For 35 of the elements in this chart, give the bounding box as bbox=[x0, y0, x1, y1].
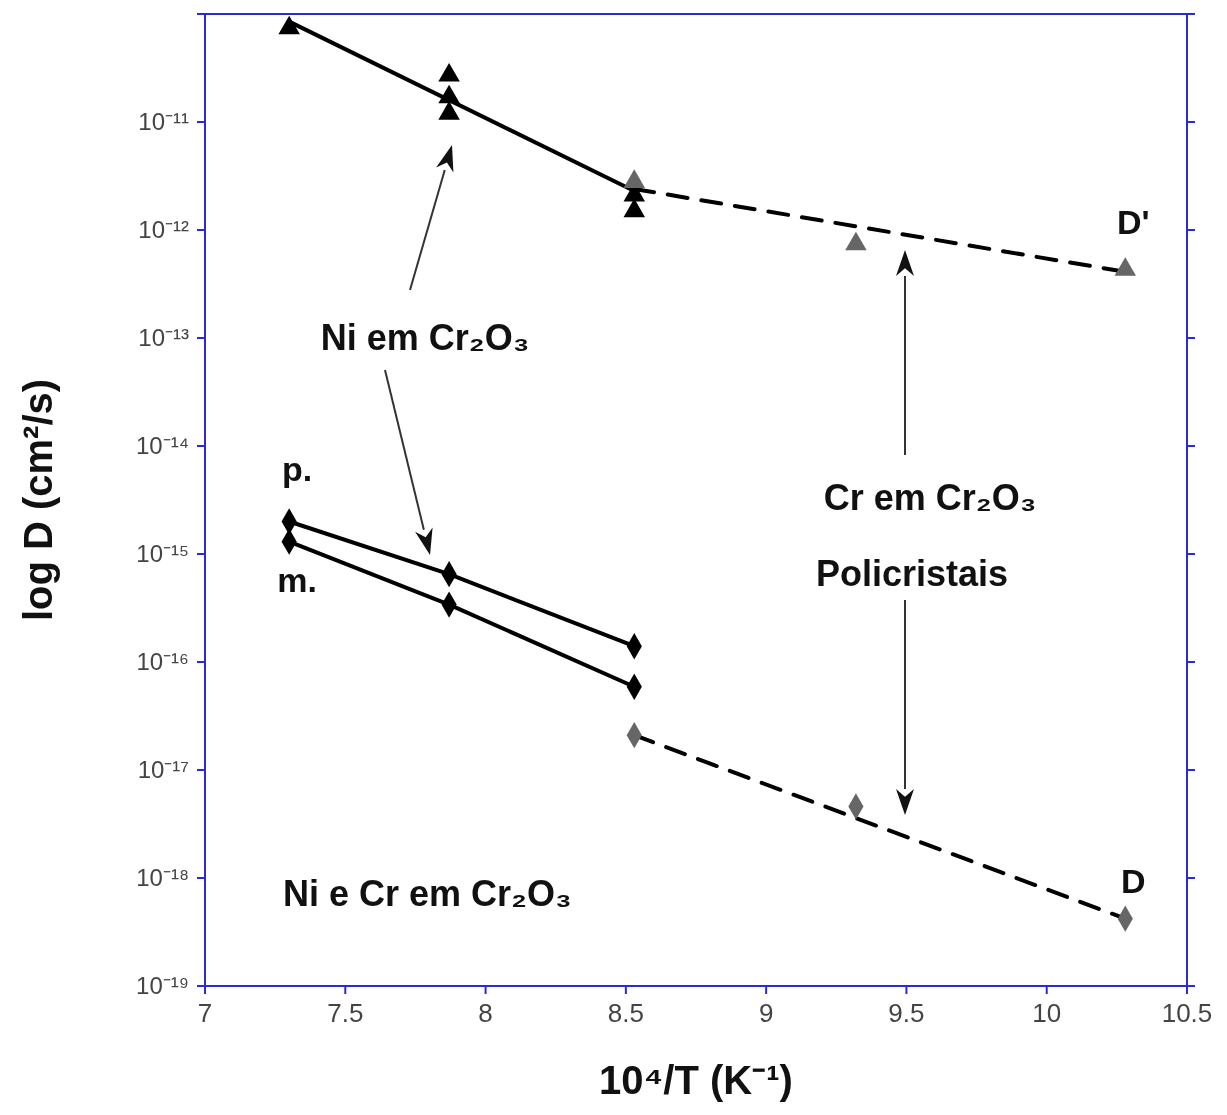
x-tick-label: 8.5 bbox=[607, 998, 644, 1028]
y-tick-label: 10⁻¹² bbox=[138, 216, 189, 243]
x-axis-title: 10⁴/T (K⁻¹) bbox=[599, 1058, 793, 1102]
series-label: m. bbox=[277, 560, 318, 599]
x-tick-label: 9 bbox=[758, 998, 774, 1028]
point bbox=[623, 169, 646, 188]
y-tick-label: 10⁻¹³ bbox=[138, 324, 189, 351]
x-tick-label: 10.5 bbox=[1161, 998, 1213, 1028]
annotation: Policristais bbox=[815, 553, 1009, 594]
point bbox=[1114, 257, 1137, 276]
y-tick-label: 10⁻¹⁸ bbox=[136, 864, 189, 891]
point bbox=[438, 63, 460, 82]
point bbox=[623, 198, 646, 218]
series-label: D bbox=[1120, 861, 1146, 900]
point bbox=[438, 101, 460, 120]
y-tick-label: 10⁻¹⁵ bbox=[136, 540, 189, 567]
x-tick-label: 7.5 bbox=[327, 998, 364, 1028]
point bbox=[438, 84, 460, 104]
y-tick-label: 10⁻¹⁷ bbox=[137, 756, 189, 783]
x-tick-label: 7 bbox=[197, 998, 213, 1028]
y-tick-label: 10⁻¹⁹ bbox=[136, 972, 189, 999]
annotation: Ni em Cr₂O₃ bbox=[320, 317, 530, 358]
series-label: D' bbox=[1116, 202, 1150, 241]
y-tick-label: 10⁻¹⁴ bbox=[136, 432, 189, 459]
x-tick-label: 10 bbox=[1032, 998, 1062, 1028]
x-tick-label: 8 bbox=[478, 998, 493, 1028]
x-tick-label: 9.5 bbox=[888, 998, 925, 1028]
point bbox=[845, 231, 867, 251]
y-axis-title: log D (cm²/s) bbox=[16, 378, 60, 622]
annotation: Ni e Cr em Cr₂O₃ bbox=[283, 873, 572, 914]
y-tick-label: 10⁻¹¹ bbox=[138, 108, 189, 135]
annotation: Cr em Cr₂O₃ bbox=[823, 477, 1037, 518]
series-label: p. bbox=[282, 450, 313, 489]
y-tick-label: 10⁻¹⁶ bbox=[136, 648, 189, 675]
point bbox=[278, 15, 300, 35]
